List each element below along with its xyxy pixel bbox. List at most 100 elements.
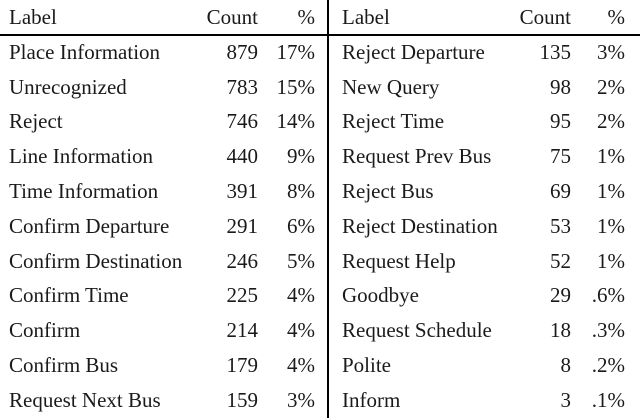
count-cell: 52 <box>550 248 571 273</box>
label-cell: Unrecognized <box>9 74 127 99</box>
pct-cell: .6% <box>591 283 625 308</box>
table-row: Request Schedule 18 .3% <box>329 313 640 348</box>
label-cell: Time Information <box>9 179 159 204</box>
table-row: Request Help 52 1% <box>329 244 640 279</box>
count-cell: 214 <box>226 318 259 343</box>
label-cell: Reject Bus <box>342 179 434 204</box>
label-cell: Confirm Departure <box>9 213 170 238</box>
table-row: Request Prev Bus 75 1% <box>329 139 640 174</box>
pct-cell: 14% <box>276 109 316 134</box>
table-header: Label Count % <box>329 0 640 36</box>
count-cell: 246 <box>226 248 259 273</box>
count-cell: 29 <box>550 283 571 308</box>
label-cell: Goodbye <box>342 283 419 308</box>
count-cell: 225 <box>226 283 259 308</box>
pct-cell: .2% <box>591 353 625 378</box>
count-cell: 391 <box>226 179 259 204</box>
count-cell: 8 <box>560 353 572 378</box>
pct-cell: 2% <box>597 109 625 134</box>
table-row: Place Information 879 17% <box>0 35 327 70</box>
frequency-table-right: Label Count % Reject Departure 135 3% New Q… <box>329 0 640 418</box>
table-row: New Query 98 2% <box>329 70 640 105</box>
count-cell: 18 <box>550 318 571 343</box>
table-body: Place Information 879 17% Unrecognized 783 15… <box>0 35 327 418</box>
label-cell: Inform <box>342 387 401 412</box>
table-row: Reject Time 95 2% <box>329 105 640 140</box>
pct-cell: 8% <box>287 179 315 204</box>
count-cell: 95 <box>550 109 571 134</box>
label-cell: Request Prev Bus <box>342 144 492 169</box>
count-cell: 69 <box>550 179 571 204</box>
table-row: Goodbye 29 .6% <box>329 279 640 314</box>
count-cell: 53 <box>550 213 571 238</box>
pct-cell: 1% <box>597 179 625 204</box>
table-row: Request Next Bus 159 3% <box>0 383 327 418</box>
table-panel-left: Label Count % Place Information 879 17% Unr… <box>0 0 329 418</box>
label-cell: Line Information <box>9 144 154 169</box>
pct-cell: 15% <box>276 74 316 99</box>
table-row: Confirm Bus 179 4% <box>0 348 327 383</box>
pct-cell: 3% <box>287 387 315 412</box>
pct-cell: 17% <box>276 40 316 65</box>
pct-cell: 1% <box>597 213 625 238</box>
table-row: Confirm Departure 291 6% <box>0 209 327 244</box>
count-cell: 746 <box>226 109 259 134</box>
frequency-table-left: Label Count % Place Information 879 17% Unr… <box>0 0 327 418</box>
table-row: Reject Bus 69 1% <box>329 174 640 209</box>
table-row: Polite 8 .2% <box>329 348 640 383</box>
pct-cell: 5% <box>287 248 315 273</box>
count-cell: 75 <box>550 144 571 169</box>
count-cell: 783 <box>226 74 259 99</box>
header-row: Label Count % <box>0 0 327 36</box>
table-row: Time Information 391 8% <box>0 174 327 209</box>
count-column-header: Count <box>501 0 571 36</box>
pct-cell: 4% <box>287 318 315 343</box>
label-column-header: Label <box>329 0 501 36</box>
label-cell: Reject Time <box>342 109 445 134</box>
count-cell: 291 <box>226 213 259 238</box>
pct-cell: 1% <box>597 248 625 273</box>
label-cell: Request Schedule <box>342 318 492 343</box>
table-row: Inform 3 .1% <box>329 383 640 418</box>
pct-cell: 9% <box>287 144 315 169</box>
percent-column-header: % <box>571 0 640 36</box>
pct-cell: .1% <box>591 387 625 412</box>
table-row: Confirm Time 225 4% <box>0 279 327 314</box>
label-cell: Reject <box>9 109 63 134</box>
table-row: Confirm Destination 246 5% <box>0 244 327 279</box>
pct-cell: 3% <box>597 40 625 65</box>
pct-cell: 4% <box>287 283 315 308</box>
pct-cell: 6% <box>287 213 315 238</box>
table-row: Reject 746 14% <box>0 105 327 140</box>
table-row: Reject Departure 135 3% <box>329 35 640 70</box>
table-row: Unrecognized 783 15% <box>0 70 327 105</box>
count-cell: 159 <box>226 387 259 412</box>
pct-cell: .3% <box>591 318 625 343</box>
label-cell: Request Next Bus <box>9 387 161 412</box>
count-cell: 879 <box>226 40 259 65</box>
count-column-header: Count <box>188 0 258 36</box>
pct-cell: 4% <box>287 353 315 378</box>
label-column-header: Label <box>0 0 188 36</box>
table-panel-right: Label Count % Reject Departure 135 3% New Q… <box>329 0 640 418</box>
count-cell: 135 <box>539 40 572 65</box>
header-row: Label Count % <box>329 0 640 36</box>
label-cell: Reject Departure <box>342 40 485 65</box>
table-row: Line Information 440 9% <box>0 139 327 174</box>
label-cell: New Query <box>342 74 440 99</box>
label-cell: Place Information <box>9 40 161 65</box>
count-cell: 98 <box>550 74 571 99</box>
label-cell: Confirm Destination <box>9 248 183 273</box>
pct-cell: 2% <box>597 74 625 99</box>
table-row: Confirm 214 4% <box>0 313 327 348</box>
table-row: Reject Destination 53 1% <box>329 209 640 244</box>
label-cell: Confirm Time <box>9 283 129 308</box>
label-cell: Confirm <box>9 318 81 343</box>
count-cell: 179 <box>226 353 259 378</box>
label-cell: Confirm Bus <box>9 353 119 378</box>
label-cell: Request Help <box>342 248 456 273</box>
label-cell: Polite <box>342 353 392 378</box>
count-cell: 3 <box>560 387 572 412</box>
count-cell: 440 <box>226 144 259 169</box>
